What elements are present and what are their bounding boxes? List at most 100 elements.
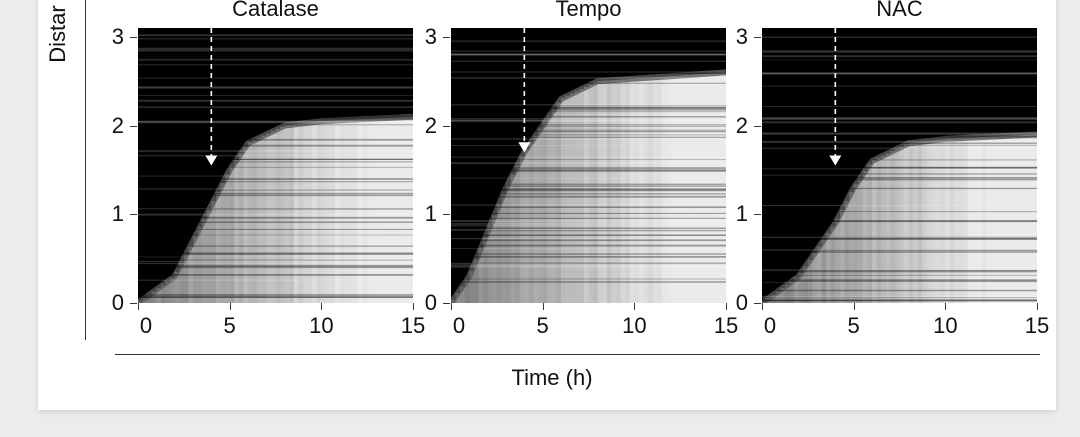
heatmap-cell-column: [671, 75, 677, 303]
heatmap-cell-column: [151, 291, 157, 303]
signal-front: [762, 131, 1037, 303]
heatmap-cell-column: [561, 97, 567, 303]
x-tick-mark: [413, 303, 414, 310]
heatmap-cell-column: [394, 117, 400, 303]
signal-front: [138, 113, 413, 303]
heatmap-cell-column: [703, 73, 709, 303]
y-tick-mark: [754, 303, 761, 304]
heatmap-cell-column: [881, 155, 887, 303]
heatmap-cell-column: [949, 138, 956, 303]
heatmap-cell-column: [193, 236, 199, 303]
heatmap-cell-column: [339, 120, 345, 303]
heatmap-cell-column: [968, 137, 974, 303]
heatmap-cell-column: [995, 136, 1001, 303]
heatmap-cell-column: [234, 159, 240, 303]
heatmap-cell-column: [849, 192, 855, 303]
heatmap-cell-column: [945, 138, 951, 303]
x-tick-mark: [138, 303, 139, 310]
heatmap-cell-column: [798, 273, 804, 303]
heatmap-cell-column: [464, 279, 470, 303]
heatmap-cell-column: [652, 77, 658, 303]
heatmap-cell-column: [280, 126, 286, 303]
heatmap-cell-column: [257, 137, 263, 303]
heatmap-cell-column: [771, 294, 777, 303]
heatmap-cell-column: [399, 117, 405, 303]
heatmap-cell-column: [501, 193, 507, 303]
heatmap-cell-column: [904, 144, 910, 303]
heatmap-cell-column: [931, 140, 937, 303]
heatmap-cell-column: [570, 93, 576, 303]
heatmap-cell-column: [899, 146, 905, 303]
x-tick-mark: [726, 303, 727, 310]
heatmap-cell-column: [940, 139, 946, 303]
heatmap-cell-column: [885, 153, 891, 303]
heatmap-cell-column: [266, 133, 272, 303]
heatmap-cell-column: [657, 76, 663, 303]
heatmap-cell-column: [858, 177, 864, 303]
heatmap-cell-column: [784, 284, 791, 303]
heatmap-cell-column: [830, 226, 836, 303]
x-axis-label: Time (h): [511, 365, 593, 390]
heatmap-cell-column: [515, 165, 521, 303]
x-tick-label: 10: [933, 313, 958, 338]
heatmap-cell-column: [353, 119, 359, 303]
heatmap-cell-column: [853, 184, 859, 303]
heatmap-cell-column: [844, 200, 850, 303]
heatmap-cell-column: [712, 73, 718, 303]
left-axis-rule: [85, 0, 86, 340]
heatmap-cell-column: [963, 137, 969, 303]
heatmap-cell-column: [972, 137, 979, 303]
y-axis-label: Distar: [45, 5, 70, 63]
y-tick-label: 1: [111, 201, 124, 227]
heatmap-cell-column: [807, 259, 814, 303]
heatmap-cell-column: [312, 121, 318, 303]
heatmap-cell-column: [506, 183, 512, 303]
y-tick-mark: [443, 36, 450, 38]
heatmap-cell-column: [225, 174, 231, 303]
heatmap-cell-column: [170, 278, 176, 303]
heatmap-cell-column: [510, 174, 516, 303]
heatmap-cell-column: [698, 74, 704, 303]
x-tick-label: 15: [1024, 313, 1050, 338]
heatmap-cell-column: [721, 72, 726, 303]
heatmap-cell-column: [284, 125, 290, 303]
heatmap-cell-column: [165, 281, 171, 303]
heatmap-cell-column: [986, 136, 992, 303]
heatmap-cell-column: [469, 270, 475, 303]
heatmap-cell-column: [638, 78, 645, 303]
heatmap-cell-column: [270, 131, 277, 303]
panel-title: Catalase: [232, 0, 319, 21]
heatmap-cell-column: [1014, 135, 1020, 303]
y-tick-label: 3: [735, 23, 748, 49]
heatmap-cell-column: [775, 291, 781, 303]
heatmap-cell-column: [648, 77, 654, 303]
heatmap-cell-column: [821, 239, 827, 303]
heatmap-cell-column: [362, 119, 368, 303]
heatmap-cell-column: [243, 146, 249, 303]
heatmap-cell-column: [835, 218, 841, 303]
heatmap-cell-column: [528, 142, 535, 303]
heatmap-cell-column: [643, 77, 649, 303]
heatmap-cell-column: [922, 141, 928, 303]
heatmap-plot: [138, 28, 413, 303]
heatmap-cell-column: [275, 128, 281, 303]
heatmap-cell-column: [812, 253, 818, 303]
x-tick-mark: [762, 303, 763, 310]
heatmap-cell-column: [460, 286, 466, 303]
panel-title: NAC: [876, 0, 923, 21]
heatmap-cell-column: [179, 263, 185, 303]
heatmap-cell-column: [197, 227, 203, 303]
panel-title: Tempo: [555, 0, 622, 21]
heatmap-cell-column: [188, 245, 194, 303]
heatmap-cell-column: [238, 153, 245, 303]
heatmap-cell-column: [661, 76, 668, 303]
x-tick-label: 10: [309, 313, 334, 338]
heatmap-cell-column: [602, 80, 608, 303]
heatmap-cell-column: [547, 115, 553, 303]
heatmap-cell-column: [215, 192, 222, 303]
y-tick-mark: [130, 125, 137, 127]
y-tick-mark: [754, 125, 761, 127]
x-tick-label: 5: [536, 313, 549, 338]
heatmap-cell-column: [1032, 134, 1037, 303]
y-tick-label: 3: [111, 23, 124, 49]
